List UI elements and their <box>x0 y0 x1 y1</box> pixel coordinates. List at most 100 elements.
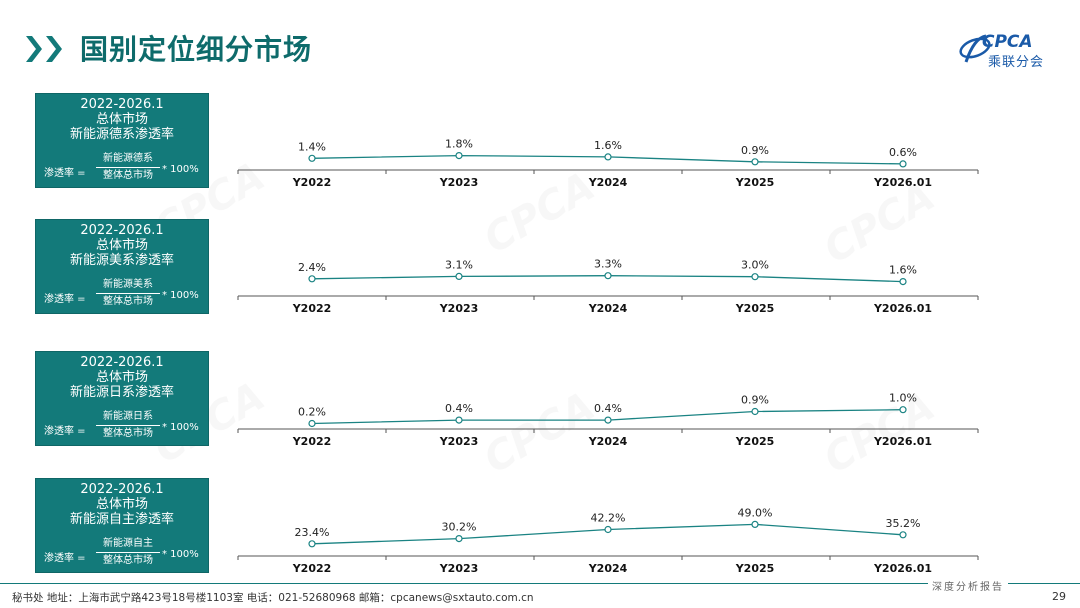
x-tick-label: Y2024 <box>588 302 628 315</box>
page-number: 29 <box>1052 590 1066 603</box>
data-label: 49.0% <box>738 506 773 519</box>
x-tick-label: Y2022 <box>292 562 332 575</box>
data-point <box>604 525 612 534</box>
data-point <box>751 273 759 281</box>
data-point <box>751 520 759 529</box>
panel-scope: 总体市场 <box>95 112 148 127</box>
data-label: 0.6% <box>889 146 917 159</box>
panel-heading: 新能源日系渗透率 <box>69 385 174 400</box>
x-tick-label: Y2025 <box>735 435 775 448</box>
data-label: 35.2% <box>886 517 921 530</box>
data-point <box>899 277 907 286</box>
data-label: 0.9% <box>741 394 769 407</box>
report-tagline: 深度分析报告 <box>928 578 1008 593</box>
data-point <box>455 416 463 424</box>
x-tick-label: Y2026.01 <box>873 562 932 575</box>
formula-numerator: 新能源日系 <box>103 411 153 422</box>
formula-denominator: 整体总市场 <box>103 296 153 307</box>
data-point <box>308 419 316 428</box>
chart-svg: 23.4% 30.2% 42.2% 49.0% 35.2% Y2022 Y2023 Y2024… <box>237 506 979 575</box>
formula: 渗透率 = 新能源自主 整体总市场 * 100% <box>36 537 210 571</box>
panel-scope: 总体市场 <box>95 370 148 385</box>
data-point <box>899 160 907 168</box>
data-label: 0.4% <box>594 402 622 415</box>
formula-numerator: 新能源自主 <box>103 538 153 549</box>
x-tick-label: Y2023 <box>439 176 479 189</box>
panel-heading: 新能源美系渗透率 <box>69 253 174 268</box>
formula-multiplier: * 100% <box>162 422 199 433</box>
data-point <box>751 407 759 416</box>
line-chart-domestic: 23.4% 30.2% 42.2% 49.0% 35.2% Y2022 Y2023 Y2024… <box>237 466 1050 586</box>
formula-denominator: 整体总市场 <box>103 555 153 566</box>
formula-fraction: 新能源德系 整体总市场 <box>96 152 160 183</box>
footer-contact: 秘书处 地址：上海市武宁路423号18号楼1103室 电话：021-526809… <box>12 592 534 604</box>
data-label: 3.3% <box>594 258 622 271</box>
data-label: 3.1% <box>445 258 473 271</box>
line-chart-german: 1.4% 1.8% 1.6% 0.9% 0.6% Y2022 Y2023 Y2024 Y2025… <box>237 80 1050 200</box>
data-point <box>604 416 612 424</box>
data-label: 42.2% <box>591 512 626 525</box>
data-point <box>604 153 612 161</box>
formula-numerator: 新能源美系 <box>103 279 153 290</box>
formula-multiplier: * 100% <box>162 164 199 175</box>
data-point <box>604 272 612 280</box>
chevron-right-icon <box>46 36 62 62</box>
data-point <box>899 531 907 539</box>
logo-swirl-icon <box>959 34 991 63</box>
data-point <box>308 275 316 283</box>
data-label: 23.4% <box>295 526 330 539</box>
formula-lhs: 渗透率 = <box>44 553 86 564</box>
x-tick-label: Y2023 <box>439 302 479 315</box>
data-point <box>455 151 463 160</box>
formula-denominator: 整体总市场 <box>103 428 153 439</box>
x-tick-label: Y2026.01 <box>873 176 932 189</box>
x-tick-label: Y2023 <box>439 562 479 575</box>
formula-fraction: 新能源美系 整体总市场 <box>96 278 160 309</box>
chart-svg: 1.4% 1.8% 1.6% 0.9% 0.6% Y2022 Y2023 Y2024 Y2025… <box>237 138 979 189</box>
data-point <box>308 540 316 548</box>
formula-denominator: 整体总市场 <box>103 170 153 181</box>
formula-fraction: 新能源自主 整体总市场 <box>96 537 160 568</box>
x-tick-label: Y2024 <box>588 176 628 189</box>
line-chart-japanese: 0.2% 0.4% 0.4% 0.9% 1.0% Y2022 Y2023 Y2024 Y2025… <box>237 339 1050 459</box>
data-label: 1.6% <box>889 264 917 277</box>
x-tick-label: Y2022 <box>292 302 332 315</box>
data-label: 0.9% <box>741 144 769 157</box>
data-label: 3.0% <box>741 259 769 272</box>
x-tick-label: Y2024 <box>588 562 628 575</box>
x-tick-label: Y2026.01 <box>873 302 932 315</box>
formula: 渗透率 = 新能源德系 整体总市场 * 100% <box>36 152 210 186</box>
page-title: 国别定位细分市场 <box>80 33 313 66</box>
x-tick-label: Y2022 <box>292 176 332 189</box>
x-tick-label: Y2025 <box>735 176 775 189</box>
x-tick-label: Y2024 <box>588 435 628 448</box>
panel-label-domestic: 2022-2026.1 总体市场 新能源自主渗透率 渗透率 = 新能源自主 整体… <box>35 478 209 573</box>
formula-fraction: 新能源日系 整体总市场 <box>96 410 160 441</box>
chart-svg: 0.2% 0.4% 0.4% 0.9% 1.0% Y2022 Y2023 Y2024 Y2025… <box>237 392 979 448</box>
x-tick-label: Y2022 <box>292 435 332 448</box>
formula-lhs: 渗透率 = <box>44 168 86 179</box>
logo-subtext: 乘联分会 <box>988 55 1045 70</box>
x-tick-label: Y2026.01 <box>873 435 932 448</box>
cpca-logo: CPCA 乘联分会 <box>958 32 1058 70</box>
formula-multiplier: * 100% <box>162 290 199 301</box>
panel-label-japanese: 2022-2026.1 总体市场 新能源日系渗透率 渗透率 = 新能源日系 整体… <box>35 351 209 446</box>
panel-label-american: 2022-2026.1 总体市场 新能源美系渗透率 渗透率 = 新能源美系 整体… <box>35 219 209 314</box>
data-label: 0.4% <box>445 402 473 415</box>
logo-text: CPCA <box>982 32 1033 52</box>
panel-scope: 总体市场 <box>95 238 148 253</box>
data-point <box>899 406 907 414</box>
data-label: 1.0% <box>889 392 917 405</box>
panel-label-german: 2022-2026.1 总体市场 新能源德系渗透率 渗透率 = 新能源德系 整体… <box>35 93 209 188</box>
formula: 渗透率 = 新能源日系 整体总市场 * 100% <box>36 410 210 444</box>
formula-lhs: 渗透率 = <box>44 426 86 437</box>
formula: 渗透率 = 新能源美系 整体总市场 * 100% <box>36 278 210 312</box>
panel-scope: 总体市场 <box>95 497 148 512</box>
x-tick-label: Y2025 <box>735 302 775 315</box>
data-label: 2.4% <box>298 261 326 274</box>
x-tick-label: Y2023 <box>439 435 479 448</box>
data-point <box>751 158 759 166</box>
data-label: 0.2% <box>298 406 326 419</box>
x-tick-label: Y2025 <box>735 562 775 575</box>
data-point <box>455 272 463 281</box>
